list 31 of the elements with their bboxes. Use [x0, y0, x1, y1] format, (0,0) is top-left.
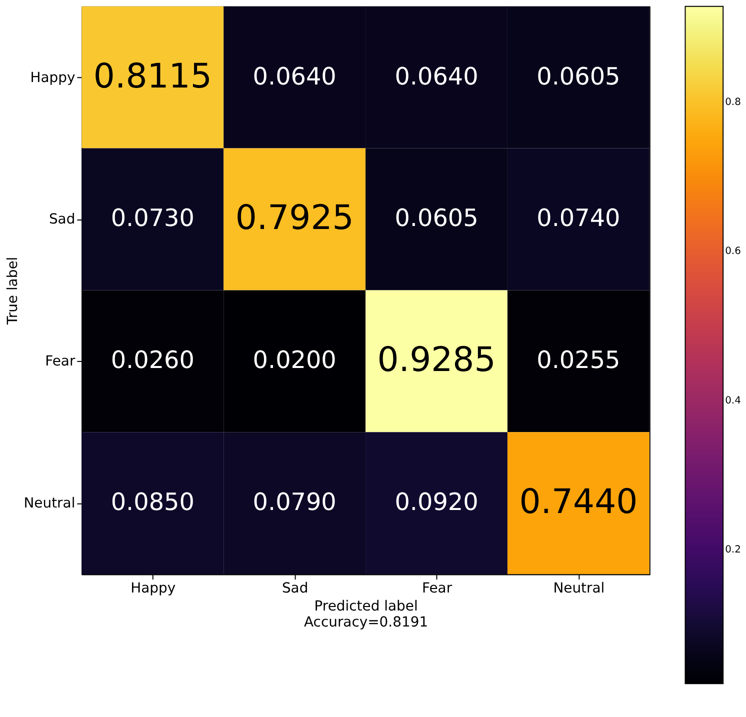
text: Accuracy=0.8191	[304, 614, 428, 630]
y-axis-title: True label	[4, 256, 21, 326]
data-label: 0.0200	[252, 346, 336, 374]
color-bar-label: 0.4	[725, 395, 741, 406]
x-tick-label: Fear	[422, 580, 452, 597]
color-bar-label: 0.8	[725, 97, 741, 108]
y-tick-label: Sad	[48, 212, 76, 228]
data-label: 0.0605	[394, 204, 478, 232]
y-tick-label: Neutral	[24, 496, 76, 512]
data-label: 0.7440	[519, 482, 638, 522]
data-label: 0.0255	[536, 346, 620, 374]
data-label: 0.0640	[252, 62, 336, 90]
y-tick-label: Fear	[45, 354, 76, 370]
x-tick-label: Happy	[130, 580, 176, 597]
x-axis-title: Predicted label	[314, 598, 418, 614]
x-tick-label: Neutral	[553, 580, 605, 597]
data-label: 0.0730	[110, 204, 194, 232]
color-bar-label: 0.2	[725, 544, 741, 556]
data-label: 0.0850	[110, 488, 194, 516]
data-label: 0.0640	[394, 62, 478, 90]
x-tick-label: Sad	[282, 580, 308, 597]
data-label: 0.0920	[394, 488, 478, 516]
data-label: 0.0260	[110, 346, 194, 374]
data-label: 0.7925	[235, 198, 354, 238]
color-bar-label: 0.6	[725, 246, 741, 258]
data-label: 0.9285	[377, 340, 496, 380]
data-label: 0.0605	[536, 62, 620, 90]
data-label: 0.8115	[93, 56, 212, 96]
y-tick-label: Happy	[30, 70, 76, 86]
data-label: 0.0790	[252, 488, 336, 516]
data-label: 0.0740	[536, 204, 620, 232]
